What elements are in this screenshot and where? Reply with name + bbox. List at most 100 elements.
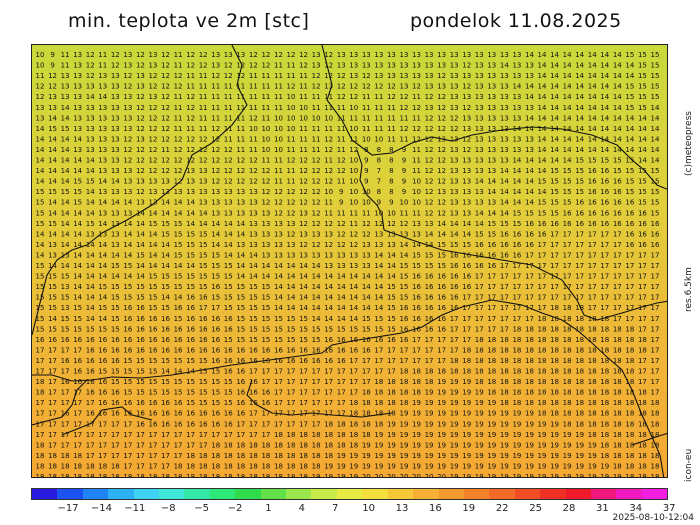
legend-swatch <box>57 489 83 499</box>
temperature-value: 19 <box>462 389 471 397</box>
temperature-value: 18 <box>625 399 634 407</box>
temperature-value: 13 <box>111 241 120 249</box>
temperature-value: 14 <box>199 220 208 228</box>
temperature-value: 19 <box>512 420 521 428</box>
temperature-value: 17 <box>475 273 484 281</box>
temperature-value: 17 <box>475 294 484 302</box>
temperature-value: 12 <box>174 135 183 143</box>
temperature-value: 18 <box>600 378 609 386</box>
temperature-value: 15 <box>61 125 70 133</box>
temperature-value: 17 <box>261 431 270 439</box>
legend-tick-label: −2 <box>227 503 243 514</box>
temperature-value: 15 <box>186 378 195 386</box>
temperature-value: 17 <box>638 378 647 386</box>
temperature-value: 11 <box>224 135 233 143</box>
temperature-value: 12 <box>437 199 446 207</box>
temperature-value: 16 <box>224 315 233 323</box>
temperature-value: 19 <box>487 473 496 478</box>
temperature-value: 11 <box>224 114 233 122</box>
temperature-value: 19 <box>387 431 396 439</box>
temperature-value: 17 <box>412 336 421 344</box>
temperature-value: 11 <box>287 167 296 175</box>
temperature-value: 17 <box>337 389 346 397</box>
temperature-value: 17 <box>136 441 145 449</box>
temperature-value: 16 <box>387 336 396 344</box>
temperature-value: 13 <box>261 209 270 217</box>
temperature-value: 19 <box>412 431 421 439</box>
temperature-value: 15 <box>174 230 183 238</box>
temperature-value: 18 <box>249 441 258 449</box>
temperature-value: 16 <box>73 378 82 386</box>
temperature-value: 19 <box>475 420 484 428</box>
temperature-value: 10 <box>36 62 45 70</box>
temperature-value: 11 <box>412 209 421 217</box>
temperature-value: 13 <box>450 104 459 112</box>
temperature-value: 18 <box>588 357 597 365</box>
temperature-value: 13 <box>399 83 408 91</box>
temperature-value: 19 <box>437 441 446 449</box>
legend-swatch <box>286 489 312 499</box>
temperature-value: 8 <box>377 146 381 154</box>
temperature-value: 17 <box>349 368 358 376</box>
temperature-value: 13 <box>148 93 157 101</box>
temperature-value: 10 <box>274 146 283 154</box>
temperature-value: 13 <box>349 251 358 259</box>
temperature-value: 17 <box>613 283 622 291</box>
temperature-value: 12 <box>299 62 308 70</box>
temperature-value: 17 <box>588 283 597 291</box>
temperature-value: 16 <box>123 315 132 323</box>
temperature-value: 12 <box>199 157 208 165</box>
temperature-value: 13 <box>425 220 434 228</box>
temperature-value: 12 <box>349 230 358 238</box>
temperature-value: 13 <box>475 199 484 207</box>
temperature-value: 10 <box>287 125 296 133</box>
temperature-value: 14 <box>86 262 95 270</box>
temperature-value: 18 <box>600 357 609 365</box>
temperature-value: 14 <box>36 146 45 154</box>
temperature-value: 14 <box>61 241 70 249</box>
temperature-value: 13 <box>86 114 95 122</box>
temperature-value: 14 <box>86 304 95 312</box>
temperature-value: 15 <box>148 368 157 376</box>
temperature-value: 13 <box>487 167 496 175</box>
temperature-value: 18 <box>575 325 584 333</box>
temperature-value: 17 <box>600 251 609 259</box>
temperature-value: 13 <box>123 104 132 112</box>
temperature-value: 12 <box>462 104 471 112</box>
temperature-value: 20 <box>412 473 421 478</box>
temperature-value: 13 <box>437 62 446 70</box>
temperature-value: 14 <box>123 251 132 259</box>
temperature-value: 17 <box>249 431 258 439</box>
temperature-value: 14 <box>563 83 572 91</box>
temperature-value: 12 <box>136 188 145 196</box>
temperature-value: 17 <box>48 410 57 418</box>
temperature-value: 13 <box>425 62 434 70</box>
temperature-value: 17 <box>588 251 597 259</box>
temperature-value: 18 <box>86 473 95 478</box>
temperature-value: 15 <box>199 399 208 407</box>
temperature-value: 15 <box>98 368 107 376</box>
temperature-value: 19 <box>588 441 597 449</box>
temperature-value: 18 <box>274 441 283 449</box>
temperature-value: 17 <box>563 262 572 270</box>
temperature-value: 12 <box>186 104 195 112</box>
temperature-value: 16 <box>538 220 547 228</box>
temperature-value: 17 <box>437 357 446 365</box>
temperature-value: 17 <box>136 452 145 460</box>
temperature-value: 15 <box>462 241 471 249</box>
temperature-value: 17 <box>638 357 647 365</box>
temperature-value: 15 <box>111 304 120 312</box>
temperature-value: 14 <box>136 262 145 270</box>
temperature-value: 15 <box>236 304 245 312</box>
temperature-value: 13 <box>111 125 120 133</box>
temperature-value: 17 <box>148 462 157 470</box>
temperature-value: 19 <box>525 473 534 478</box>
temperature-value: 14 <box>374 262 383 270</box>
temperature-value: 16 <box>462 251 471 259</box>
temperature-value: 8 <box>377 188 381 196</box>
temperature-value: 12 <box>412 83 421 91</box>
temperature-value: 19 <box>387 462 396 470</box>
temperature-value: 13 <box>374 241 383 249</box>
temperature-value: 18 <box>600 315 609 323</box>
temperature-value: 17 <box>236 420 245 428</box>
